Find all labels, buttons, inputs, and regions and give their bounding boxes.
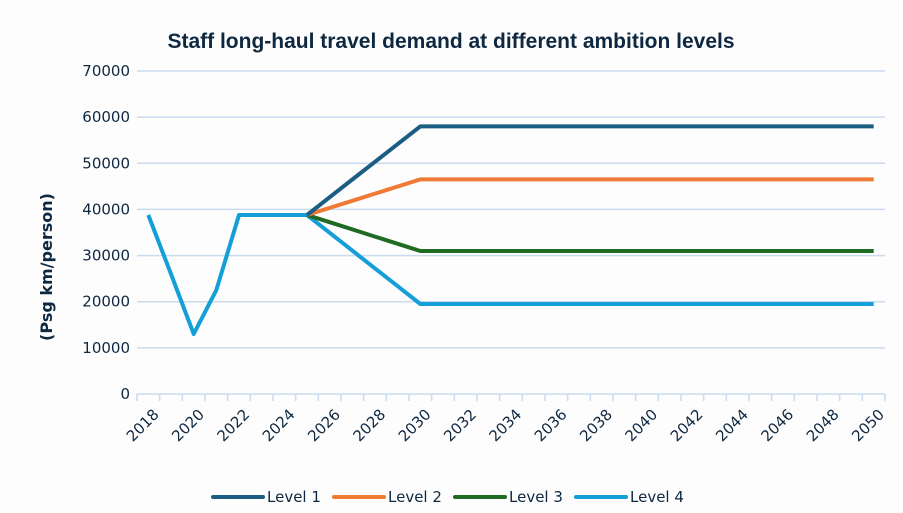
- x-tick-label: 2032: [440, 406, 480, 446]
- y-tick-label: 20000: [82, 293, 130, 311]
- x-tick-label: 2040: [622, 406, 662, 446]
- x-tick-label: 2042: [667, 406, 707, 446]
- legend-label: Level 1: [267, 488, 321, 506]
- series-line-level-4: [146, 213, 874, 336]
- legend: Level 1 Level 2 Level 3 Level 4: [211, 488, 684, 506]
- legend-label: Level 3: [509, 488, 563, 506]
- x-tick-label: 2026: [304, 406, 344, 446]
- x-tick-label: 2050: [848, 406, 888, 446]
- series-line-level-3: [306, 213, 874, 253]
- series-line-level-2: [306, 177, 874, 217]
- y-tick-label: 40000: [82, 200, 130, 218]
- x-tick-label: 2034: [486, 406, 526, 446]
- series-lines: [146, 124, 874, 336]
- y-tick-label: 50000: [82, 154, 130, 172]
- gridlines: [137, 70, 885, 349]
- y-tick-label: 70000: [82, 62, 130, 80]
- x-tick-label: 2030: [395, 406, 435, 446]
- x-tick-label: 2038: [576, 406, 616, 446]
- legend-label: Level 4: [630, 488, 684, 506]
- x-tick-label: 2046: [758, 406, 798, 446]
- series-line-level-1: [305, 124, 874, 217]
- x-tick-label: 2048: [803, 406, 843, 446]
- y-tick-labels: 0 10000 20000 30000 40000 50000 60000 70000: [82, 62, 130, 403]
- x-tick-labels: 2018 2020 2022 2024 2026 2028 2030 2032 2034 2036…: [123, 406, 888, 446]
- x-tick-label: 2036: [531, 406, 571, 446]
- chart-title: Staff long-haul travel demand at differe…: [167, 30, 734, 53]
- y-tick-label: 10000: [82, 339, 130, 357]
- legend-label: Level 2: [388, 488, 442, 506]
- y-tick-label: 60000: [82, 108, 130, 126]
- x-tick-label: 2024: [259, 406, 299, 446]
- x-tick-label: 2018: [123, 406, 163, 446]
- y-tick-label: 30000: [82, 247, 130, 265]
- y-tick-label: 0: [120, 385, 130, 403]
- x-tick-label: 2044: [712, 406, 752, 446]
- x-tick-label: 2022: [214, 406, 254, 446]
- x-tick-label: 2020: [168, 406, 208, 446]
- x-tick-label: 2028: [350, 406, 390, 446]
- x-axis: [136, 393, 886, 401]
- y-axis-label: (Psg km/person): [37, 193, 56, 341]
